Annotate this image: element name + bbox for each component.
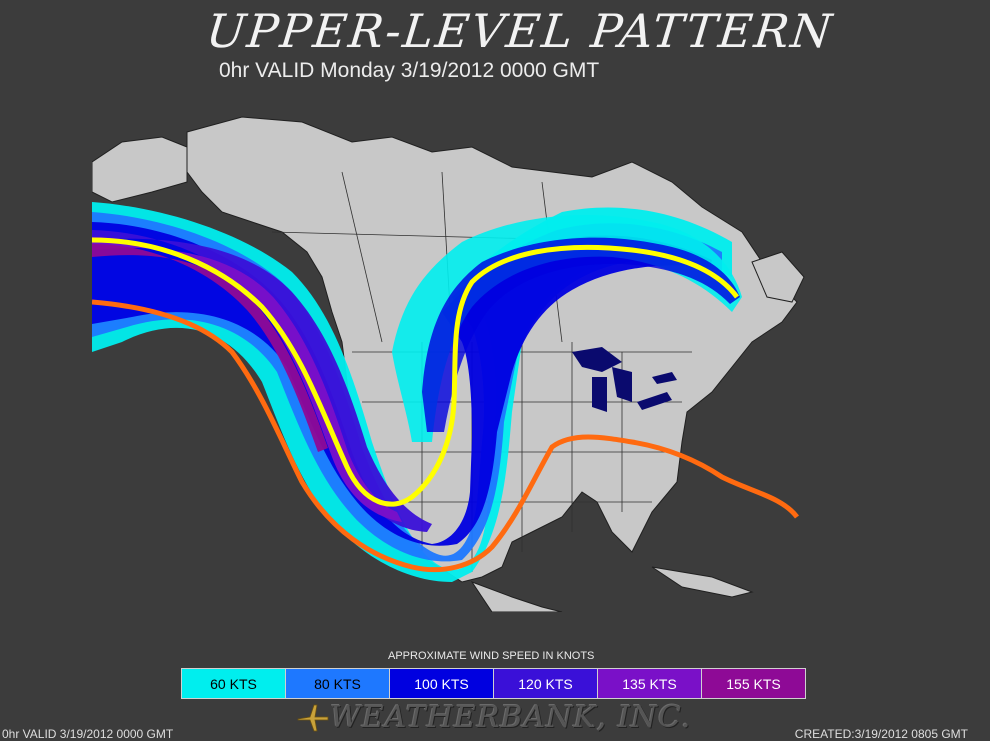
- weatherbank-logo: WEATHERBANK, INC.: [296, 700, 691, 735]
- wind-band-155: [92, 244, 328, 452]
- wind-band-north-100: [422, 237, 740, 432]
- land-alaska: [92, 136, 188, 203]
- land-central-america: [470, 580, 563, 612]
- footer-created-time: CREATED:3/19/2012 0805 GMT: [794, 727, 968, 741]
- footer-valid-time: 0hr VALID 3/19/2012 0000 GMT: [2, 727, 174, 741]
- land-cuba: [651, 566, 754, 598]
- legend-label-100: 100 KTS: [414, 675, 469, 692]
- airplane-icon: [297, 704, 329, 731]
- land-newfoundland: [751, 251, 805, 303]
- legend-swatch-80: 80 KTS: [286, 669, 390, 698]
- legend-swatch-120: 120 KTS: [494, 669, 598, 698]
- wind-speed-legend: 60 KTS 80 KTS 100 KTS 120 KTS 135 KTS 15…: [181, 668, 806, 699]
- legend-label-155: 155 KTS: [726, 675, 781, 692]
- legend-swatch-100: 100 KTS: [390, 669, 494, 698]
- legend-label-60: 60 KTS: [210, 675, 257, 692]
- legend-swatch-135: 135 KTS: [598, 669, 702, 698]
- legend-label-135: 135 KTS: [622, 675, 677, 692]
- subtropical-jet-axis: [92, 299, 799, 573]
- great-lakes: [572, 347, 677, 412]
- legend-title: APPROXIMATE WIND SPEED IN KNOTS: [388, 650, 595, 662]
- polar-jet-axis: [92, 237, 739, 507]
- valid-time-subtitle: 0hr VALID Monday 3/19/2012 0000 GMT: [219, 59, 600, 82]
- legend-label-120: 120 KTS: [518, 675, 573, 692]
- legend-swatch-155: 155 KTS: [702, 669, 805, 698]
- jet-stream-map: [92, 116, 805, 612]
- page-title: UPPER-LEVEL PATTERN: [203, 4, 837, 58]
- legend-label-80: 80 KTS: [314, 675, 361, 692]
- legend-swatch-60: 60 KTS: [182, 669, 286, 698]
- brand-name: WEATHERBANK, INC.: [330, 700, 692, 735]
